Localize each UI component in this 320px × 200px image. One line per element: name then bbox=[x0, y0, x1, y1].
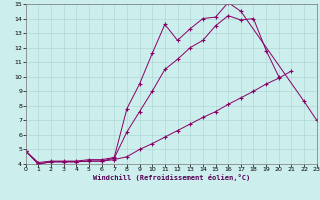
X-axis label: Windchill (Refroidissement éolien,°C): Windchill (Refroidissement éolien,°C) bbox=[92, 174, 250, 181]
